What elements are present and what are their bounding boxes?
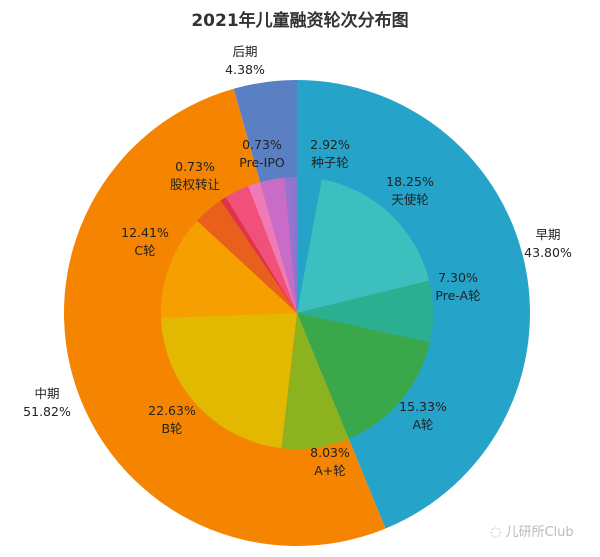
inner-slice-7 <box>197 200 297 313</box>
inner-label-a: 15.33% A轮 <box>399 399 447 432</box>
watermark: ◌ 儿研所Club <box>490 525 574 540</box>
inner-slice-11 <box>260 177 297 313</box>
inner-slice-5 <box>161 313 297 449</box>
inner-slice-13 <box>290 177 297 313</box>
inner-label-a-plus: 8.03% A+轮 <box>310 445 350 478</box>
inner-label-seed: 2.92% 种子轮 <box>310 137 350 170</box>
outer-label-mid: 中期 51.82% <box>23 386 71 419</box>
inner-slice-4 <box>281 313 349 450</box>
inner-slice-6 <box>161 220 297 318</box>
wechat-icon: ◌ <box>490 525 506 540</box>
inner-slice-8 <box>220 197 297 313</box>
inner-slice-0 <box>297 177 322 313</box>
inner-label-pre-ipo: 0.73% Pre-IPO <box>239 137 285 170</box>
inner-label-c: 12.41% C轮 <box>121 225 169 258</box>
inner-slice-2 <box>297 280 433 343</box>
inner-label-equity-transfer: 0.73% 股权转让 <box>169 159 221 192</box>
inner-slice-9 <box>225 186 297 313</box>
inner-slice-10 <box>248 182 297 313</box>
chart-title: 2021年儿童融资轮次分布图 <box>191 11 409 31</box>
inner-label-angel: 18.25% 天使轮 <box>386 174 434 207</box>
inner-slice-12 <box>284 177 297 313</box>
outer-label-early: 早期 43.80% <box>524 227 572 260</box>
inner-label-b: 22.63% B轮 <box>148 403 196 436</box>
outer-label-late: 后期 4.38% <box>225 44 265 77</box>
inner-slice-3 <box>297 313 430 439</box>
inner-label-pre-a: 7.30% Pre-A轮 <box>435 270 481 303</box>
inner-slice-1 <box>297 179 430 313</box>
